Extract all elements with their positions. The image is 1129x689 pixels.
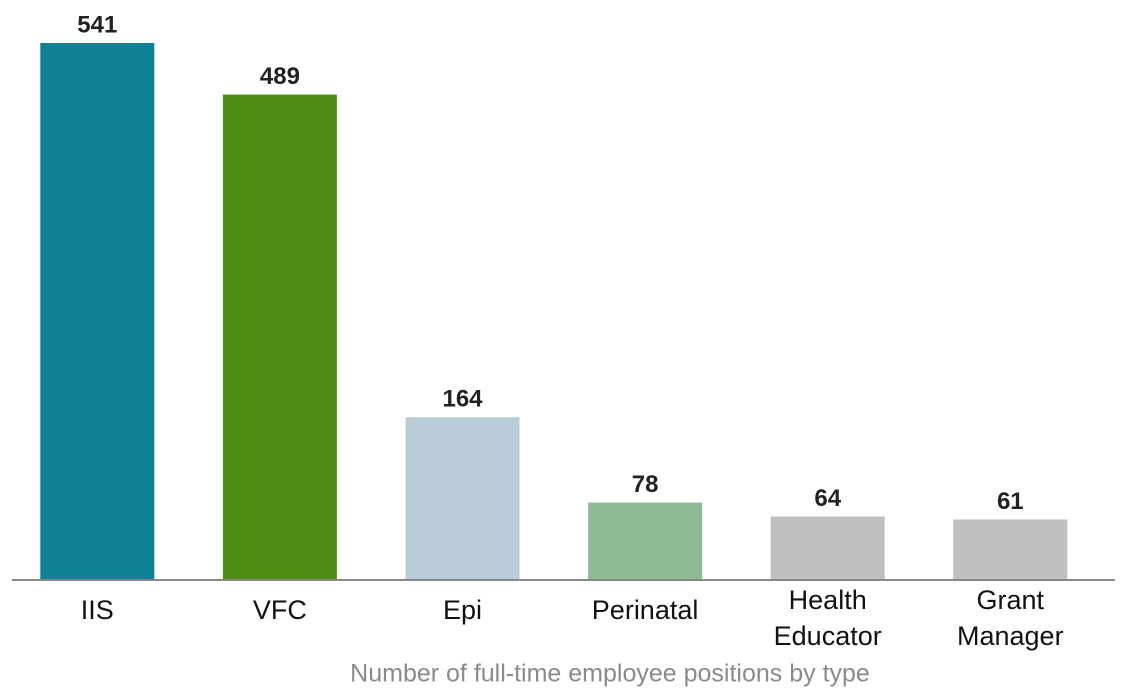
x-tick-label: Health Educator: [774, 585, 882, 651]
bar: [40, 43, 155, 580]
bar: [588, 502, 703, 580]
x-tick-label: Perinatal: [592, 595, 699, 625]
bar: [222, 94, 337, 580]
value-label: 541: [77, 11, 117, 38]
bar: [405, 417, 520, 580]
value-label: 64: [814, 485, 841, 512]
x-tick-label: IIS: [81, 595, 114, 625]
value-label: 164: [442, 386, 483, 413]
x-tick-label: Grant Manager: [957, 585, 1064, 651]
chart-title: Number of full-time employee positions b…: [350, 660, 870, 688]
bar: [953, 519, 1068, 580]
value-label: 78: [632, 471, 659, 498]
x-tick-label: Epi: [443, 595, 482, 625]
x-tick-label: VFC: [253, 595, 307, 625]
bar: [770, 516, 885, 580]
value-label: 61: [997, 488, 1024, 515]
value-label: 489: [260, 63, 300, 90]
